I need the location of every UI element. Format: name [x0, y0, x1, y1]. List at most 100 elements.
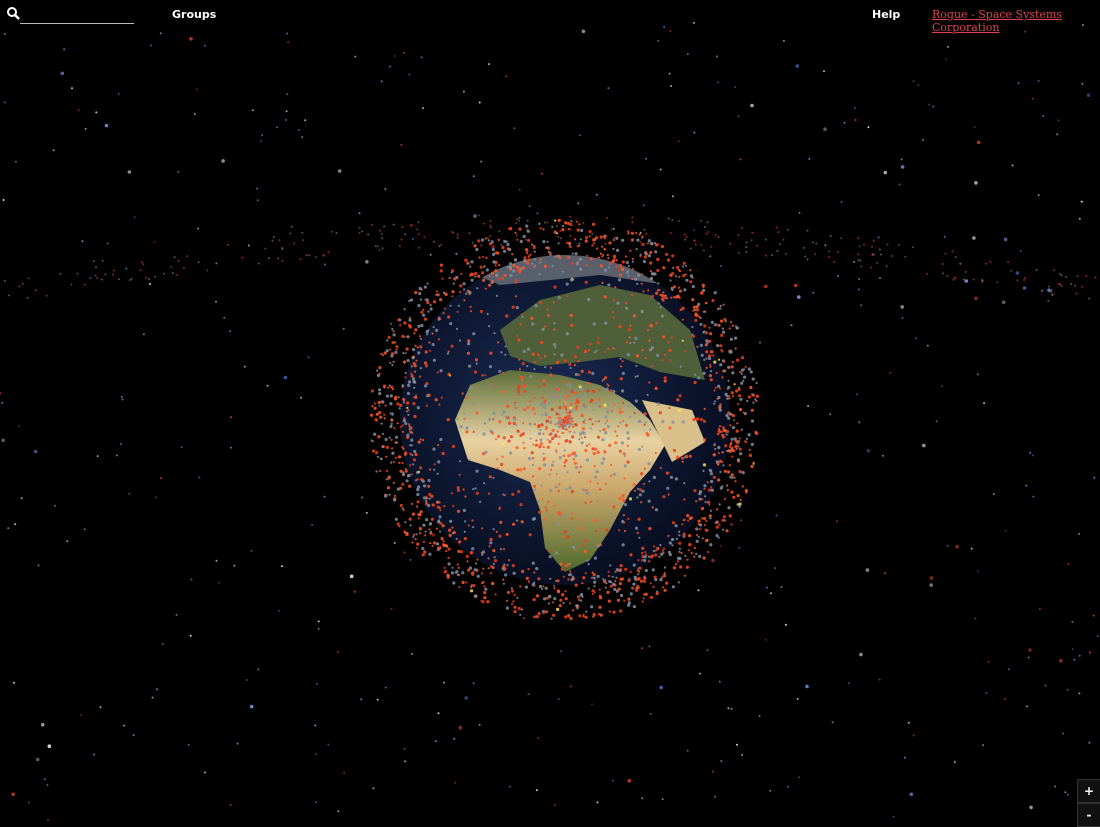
star — [402, 51, 405, 54]
star — [677, 140, 680, 143]
company-link[interactable]: Rogue - Space Systems Corporation — [932, 8, 1062, 34]
satellite — [390, 438, 393, 441]
search-icon[interactable] — [7, 7, 20, 20]
star — [858, 421, 861, 424]
satellite — [728, 449, 731, 452]
satellite — [544, 413, 548, 417]
zoom-in[interactable]: + — [1077, 779, 1100, 803]
star — [518, 188, 521, 191]
satellite — [728, 397, 731, 400]
satellite — [729, 412, 733, 416]
star — [879, 277, 881, 280]
satellite — [592, 451, 596, 456]
satellite — [376, 373, 381, 378]
satellite — [642, 597, 645, 600]
satellite — [502, 389, 506, 394]
satellite — [436, 293, 440, 297]
satellite — [750, 419, 755, 423]
star — [903, 756, 906, 759]
satellite — [568, 430, 571, 433]
satellite — [643, 576, 647, 580]
satellite — [416, 346, 419, 349]
satellite — [553, 328, 556, 331]
star — [881, 454, 884, 457]
star — [93, 753, 95, 756]
satellite — [506, 404, 510, 408]
satellite — [391, 341, 395, 345]
satellite — [416, 492, 420, 497]
groups-menu[interactable]: Groups — [172, 8, 217, 21]
satellite — [715, 525, 719, 529]
satellite — [468, 566, 473, 570]
star — [966, 28, 969, 31]
satellite — [612, 247, 615, 251]
satellite — [512, 571, 516, 575]
star — [230, 416, 233, 419]
satellite — [460, 272, 463, 275]
star — [1081, 82, 1084, 85]
satellite — [643, 412, 647, 416]
satellite — [707, 354, 712, 358]
star — [393, 542, 396, 544]
satellite — [653, 545, 656, 548]
satellite — [671, 537, 675, 542]
satellite — [411, 541, 414, 544]
satellite — [741, 471, 745, 475]
satellite — [508, 559, 511, 562]
star — [900, 165, 905, 169]
satellite — [483, 596, 487, 600]
satellite — [472, 583, 476, 588]
satellite — [627, 230, 630, 233]
star — [142, 333, 145, 336]
star — [1057, 119, 1060, 122]
satellite — [668, 348, 672, 352]
satellite — [463, 288, 466, 291]
satellite — [722, 464, 725, 467]
satellite — [738, 447, 742, 451]
satellite — [528, 400, 532, 403]
satellite — [496, 341, 500, 344]
search-input[interactable] — [20, 9, 134, 24]
satellite — [721, 518, 725, 522]
satellite — [595, 470, 599, 474]
satellite — [408, 316, 411, 319]
satellite — [659, 293, 662, 296]
satellite — [702, 288, 706, 292]
star — [380, 80, 383, 83]
satellite — [385, 478, 388, 481]
satellite — [568, 563, 571, 566]
satellite — [731, 371, 735, 375]
satellite — [665, 252, 669, 256]
star — [106, 242, 109, 245]
satellite — [571, 420, 574, 423]
orbit-object — [569, 215, 571, 218]
satellite — [539, 301, 543, 305]
star — [120, 396, 123, 398]
satellite — [498, 420, 502, 424]
satellite — [455, 275, 459, 280]
zoom-out[interactable]: - — [1077, 803, 1100, 827]
satellite — [749, 385, 753, 390]
satellite — [585, 444, 589, 447]
satellite — [613, 403, 616, 406]
satellite — [466, 261, 470, 265]
satellite — [478, 256, 481, 259]
satellite — [451, 526, 454, 529]
satellite — [437, 444, 440, 447]
star — [974, 617, 977, 620]
star — [977, 570, 980, 573]
satellite — [735, 447, 738, 450]
satellite — [464, 520, 467, 523]
orbit-object — [26, 296, 29, 299]
satellite — [627, 232, 630, 235]
satellite — [580, 593, 584, 597]
satellite — [565, 241, 569, 244]
satellite — [713, 389, 716, 392]
help-menu[interactable]: Help — [872, 8, 901, 21]
satellite — [733, 476, 736, 479]
satellite — [512, 421, 516, 425]
satellite — [721, 330, 726, 334]
satellite — [585, 458, 590, 462]
satellite — [427, 310, 430, 313]
